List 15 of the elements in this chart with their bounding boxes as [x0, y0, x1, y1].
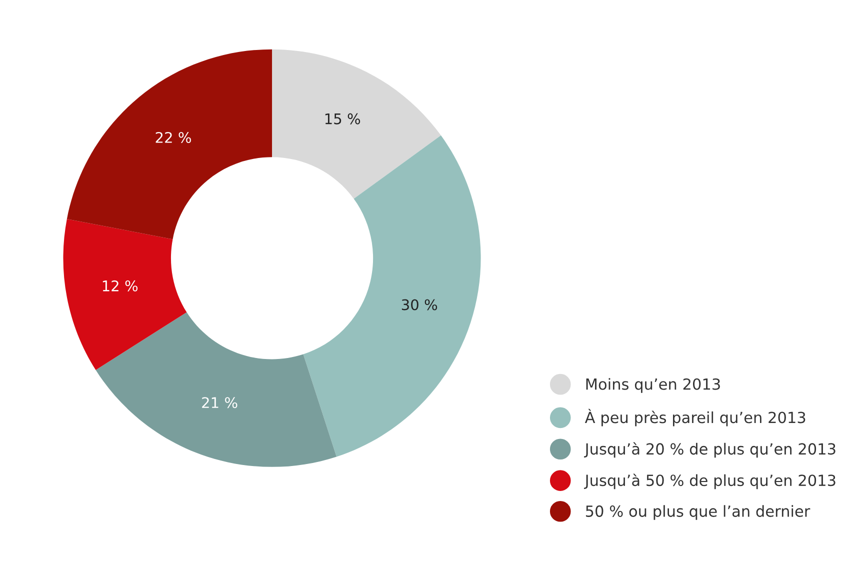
legend-label: Moins qu’en 2013 — [586, 378, 720, 393]
legend-label: À peu près pareil qu’en 2013 — [584, 408, 806, 426]
data-label: 15 % — [325, 113, 360, 124]
legend-label: 50 % ou plus que l’an dernier — [586, 505, 810, 520]
data-label: 30 % — [402, 299, 438, 310]
donut-slice — [272, 49, 441, 199]
legend-label: Jusqu’à 20 % de plus qu’en 2013 — [584, 442, 836, 458]
data-label: 12 % — [102, 280, 138, 292]
donut-slice — [303, 135, 481, 457]
donut-slice — [66, 49, 272, 240]
donut-slice — [96, 312, 337, 467]
donut-slice — [63, 219, 187, 370]
data-label: 21 % — [202, 397, 238, 408]
data-label: 22 % — [156, 132, 191, 143]
legend-label: Jusqu’à 50 % de plus qu’en 2013 — [584, 474, 836, 490]
